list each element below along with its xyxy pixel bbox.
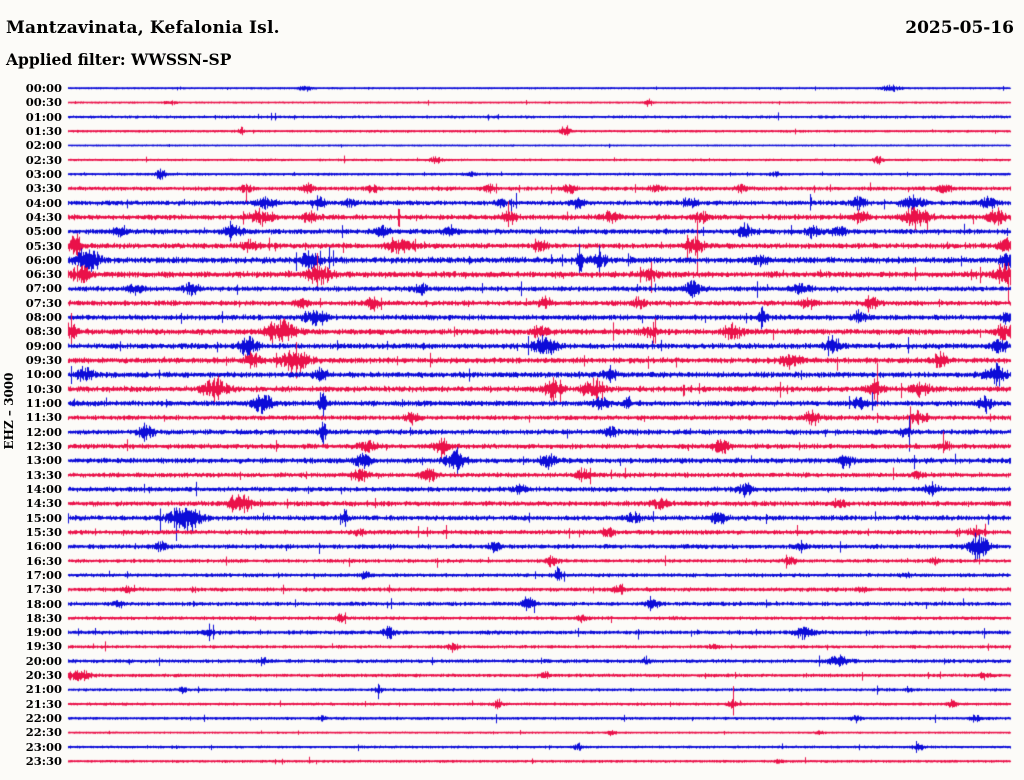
trace-time-label: 21:00	[25, 682, 62, 697]
trace-time-label: 04:00	[25, 195, 62, 210]
trace-time-label: 21:30	[25, 696, 62, 711]
trace-time-label: 01:00	[25, 109, 62, 124]
trace-time-label: 13:30	[25, 467, 62, 482]
trace-time-label: 14:00	[25, 481, 62, 496]
trace-time-label: 20:00	[25, 653, 62, 668]
station-title: Mantzavinata, Kefalonia Isl.	[6, 18, 280, 38]
trace-time-label: 12:00	[25, 424, 62, 439]
trace-time-label: 06:30	[25, 267, 62, 282]
trace-time-label: 18:00	[25, 596, 62, 611]
trace-time-label: 03:00	[25, 166, 62, 181]
trace-time-label: 04:30	[25, 209, 62, 224]
trace-time-label: 19:00	[25, 625, 62, 640]
trace-time-label: 19:30	[25, 639, 62, 654]
trace-time-label: 09:00	[25, 338, 62, 353]
date-label: 2025-05-16	[905, 18, 1014, 38]
trace-time-label: 15:30	[25, 524, 62, 539]
trace-time-label: 06:00	[25, 252, 62, 267]
trace-time-label: 05:00	[25, 224, 62, 239]
trace-time-label: 08:00	[25, 310, 62, 325]
trace-time-label: 12:30	[25, 439, 62, 453]
trace-time-label: 01:30	[25, 123, 62, 138]
trace-time-label: 09:30	[25, 353, 62, 368]
trace-time-label: 16:30	[25, 553, 62, 568]
trace-time-label: 14:30	[25, 496, 62, 511]
trace-time-label: 08:30	[25, 324, 62, 339]
trace-time-label: 00:30	[25, 95, 62, 110]
trace-time-label: 15:00	[25, 510, 62, 525]
trace-time-label: 02:00	[25, 138, 62, 153]
trace-time-label: 22:30	[25, 725, 62, 740]
trace-time-label: 17:30	[25, 582, 62, 597]
trace-time-label: 00:00	[25, 81, 62, 95]
trace-time-label: 16:00	[25, 539, 62, 554]
trace-time-label: 11:00	[25, 396, 62, 411]
trace-time-label: 23:00	[25, 739, 62, 754]
trace-time-label: 10:00	[25, 367, 62, 382]
trace-time-label: 07:00	[25, 281, 62, 296]
trace-time-label: 22:00	[25, 711, 62, 726]
trace-time-label: 05:30	[25, 238, 62, 253]
trace-time-label: 07:30	[25, 295, 62, 310]
filter-label: Applied filter: WWSSN-SP	[6, 50, 232, 69]
trace-time-label: 20:30	[25, 668, 62, 683]
trace-time-label: 02:30	[25, 152, 62, 167]
trace-time-label: 13:00	[25, 453, 62, 468]
trace-time-label: 10:30	[25, 381, 62, 396]
trace-time-label: 17:00	[25, 567, 62, 582]
trace-time-label: 18:30	[25, 610, 62, 625]
trace-time-label: 03:30	[25, 181, 62, 196]
trace-time-label: 11:30	[25, 410, 62, 425]
trace-time-label: 23:30	[25, 754, 62, 769]
